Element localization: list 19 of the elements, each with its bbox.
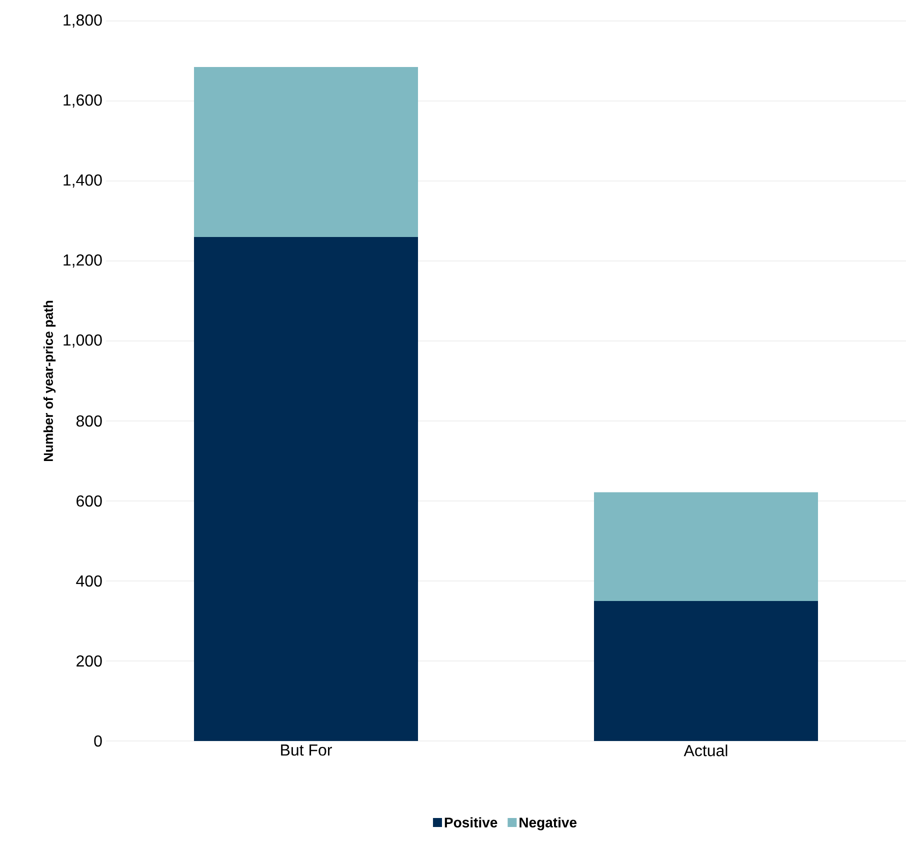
y-tick-label: 800 xyxy=(76,415,102,427)
y-tick-label: 1,400 xyxy=(64,174,102,188)
y-tick-label: 1,600 xyxy=(64,94,102,108)
y-tick-label: 0 xyxy=(94,735,102,747)
bar xyxy=(594,600,818,741)
y-tick-label: 200 xyxy=(76,655,102,667)
x-tick-label: But For xyxy=(281,744,332,756)
y-axis-title: Number of year-price path xyxy=(43,300,56,462)
bar xyxy=(594,492,818,601)
y-tick-label: 1,200 xyxy=(64,254,102,268)
bar xyxy=(194,66,418,237)
y-tick-label: 1,000 xyxy=(64,334,102,348)
y-tick-label: 1,800 xyxy=(64,14,102,28)
bar xyxy=(194,236,418,741)
y-tick-label: 400 xyxy=(76,575,102,587)
legend-label: Positive xyxy=(444,817,498,828)
x-tick-label: Actual xyxy=(684,744,728,756)
y-tick-label: 600 xyxy=(76,495,102,507)
legend-label: Negative xyxy=(520,817,577,830)
